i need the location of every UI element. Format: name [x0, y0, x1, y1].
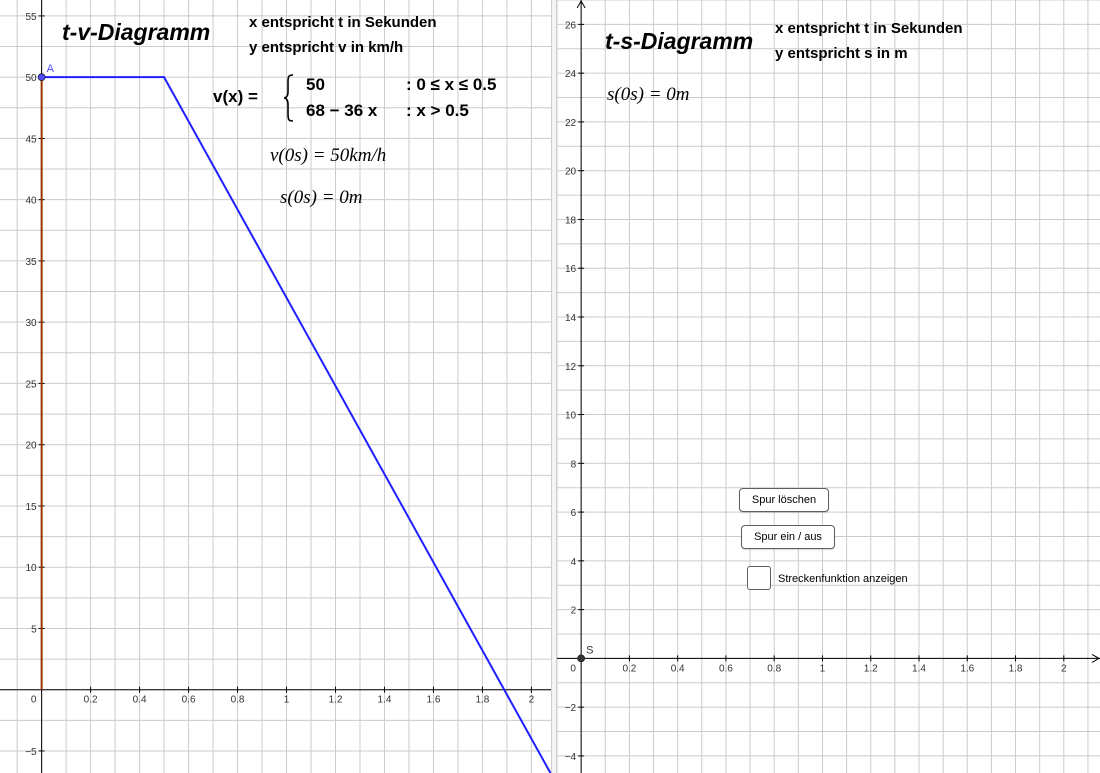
x-tick-label: 1.6 [960, 663, 974, 674]
toggle-trace-button[interactable]: Spur ein / aus [741, 525, 835, 549]
y-tick-label: −5 [25, 747, 37, 758]
y-tick-label: 20 [26, 441, 38, 452]
x-tick-label: 0.2 [84, 695, 98, 706]
tv-desc-line2: y entspricht v in km/h [249, 39, 404, 56]
x-tick-label: 0.4 [671, 663, 685, 674]
show-distance-function-checkbox[interactable] [747, 566, 771, 590]
curly-brace-icon [283, 74, 294, 122]
point-a-label: A [47, 63, 55, 75]
case2-cond: : x > 0.5 [406, 101, 469, 120]
tv-desc-line1: x entspricht t in Sekunden [249, 14, 437, 31]
x-tick-label: 0.8 [231, 695, 245, 706]
x-tick-label: 1.8 [1009, 663, 1023, 674]
ts-graphics-view[interactable]: 0 0.2 0.4 0.6 0.8 1 1.2 1.4 1.6 1.8 2 −4 −2 2 4 6 8 10 12 1… [557, 0, 1100, 773]
x-tick-label: 2 [529, 695, 535, 706]
y-tick-label: 12 [565, 362, 577, 373]
x-axis-arrow-icon [1091, 653, 1100, 663]
y-tick-label: −2 [565, 703, 577, 714]
y-tick-label: 40 [26, 196, 38, 207]
y-axis-arrow-icon [576, 0, 586, 9]
point-s-label: S [586, 644, 593, 656]
ts-plot: 0 0.2 0.4 0.6 0.8 1 1.2 1.4 1.6 1.8 2−4−2246810121… [557, 0, 1100, 773]
v0-text: v(0s) = 50km/h [270, 145, 387, 166]
y-tick-label: 18 [565, 215, 577, 226]
y-tick-label: 26 [565, 20, 577, 31]
x-tick-label: 0.6 [719, 663, 733, 674]
y-tick-label: 35 [26, 257, 38, 268]
y-tick-label: 8 [571, 459, 577, 470]
x-tick-label: 2 [1061, 663, 1067, 674]
point-a [37, 73, 46, 82]
function-line [41, 76, 551, 773]
x-tick-label: 0.2 [622, 663, 636, 674]
y-tick-label: 50 [26, 73, 38, 84]
ts-desc-line2: y entspricht s in m [775, 45, 908, 62]
case2-expr: 68 − 36 x [306, 101, 378, 120]
x-tick-label: 0.4 [133, 695, 147, 706]
x-tick-label: 1.2 [864, 663, 878, 674]
point-s [577, 654, 586, 663]
y-tick-label: 45 [26, 134, 38, 145]
y-tick-label: 10 [26, 563, 38, 574]
x-tick-label: 0.8 [767, 663, 781, 674]
x-tick-label: 0.6 [182, 695, 196, 706]
x-tick-label: 1.4 [912, 663, 926, 674]
y-tick-label: 24 [565, 69, 577, 80]
y-tick-label: 4 [571, 557, 577, 568]
y-tick-label: 2 [571, 606, 577, 617]
case1-cond: : 0 ≤ x ≤ 0.5 [406, 75, 497, 94]
tv-plot: 0 0.2 0.4 0.6 0.8 1 1.2 1.4 1.6 1.8 2 −5 5 10 15 20 25 30… [0, 0, 551, 773]
x-tick-label: 1 [820, 663, 826, 674]
ts-s0-text: s(0s) = 0m [607, 84, 690, 105]
ts-desc-line1: x entspricht t in Sekunden [775, 20, 963, 37]
x-tick-label: 1.4 [378, 695, 392, 706]
x-tick-label: 1.6 [427, 695, 441, 706]
y-tick-label: 14 [565, 313, 577, 324]
x-tick-label: 1.8 [475, 695, 489, 706]
y-tick-label: 25 [26, 379, 38, 390]
y-tick-label: −4 [565, 752, 577, 763]
x-tick-label: 0 [31, 695, 37, 706]
y-tick-label: 30 [26, 318, 38, 329]
x-tick-label: 1.2 [329, 695, 343, 706]
x-tick-label: 1 [284, 695, 290, 706]
x-tick-label: 0 [570, 663, 576, 674]
tv-title: t-v-Diagramm [62, 19, 211, 45]
y-tick-label: 16 [565, 264, 577, 275]
checkbox-label: Streckenfunktion anzeigen [778, 573, 908, 585]
y-tick-label: 5 [31, 624, 37, 635]
case1-expr: 50 [306, 75, 325, 94]
y-tick-label: 20 [565, 167, 577, 178]
tv-graphics-view[interactable]: 0 0.2 0.4 0.6 0.8 1 1.2 1.4 1.6 1.8 2 −5 5 10 15 20 25 30… [0, 0, 551, 773]
tv-s0-text: s(0s) = 0m [280, 187, 363, 208]
y-tick-label: 10 [565, 411, 577, 422]
y-tick-label: 15 [26, 502, 38, 513]
y-tick-label: 22 [565, 118, 577, 129]
ts-title: t-s-Diagramm [605, 28, 754, 54]
clear-trace-button[interactable]: Spur löschen [739, 488, 829, 512]
y-tick-label: 6 [571, 508, 577, 519]
formula-lhs: v(x) = [213, 87, 258, 106]
y-tick-label: 55 [26, 12, 38, 23]
